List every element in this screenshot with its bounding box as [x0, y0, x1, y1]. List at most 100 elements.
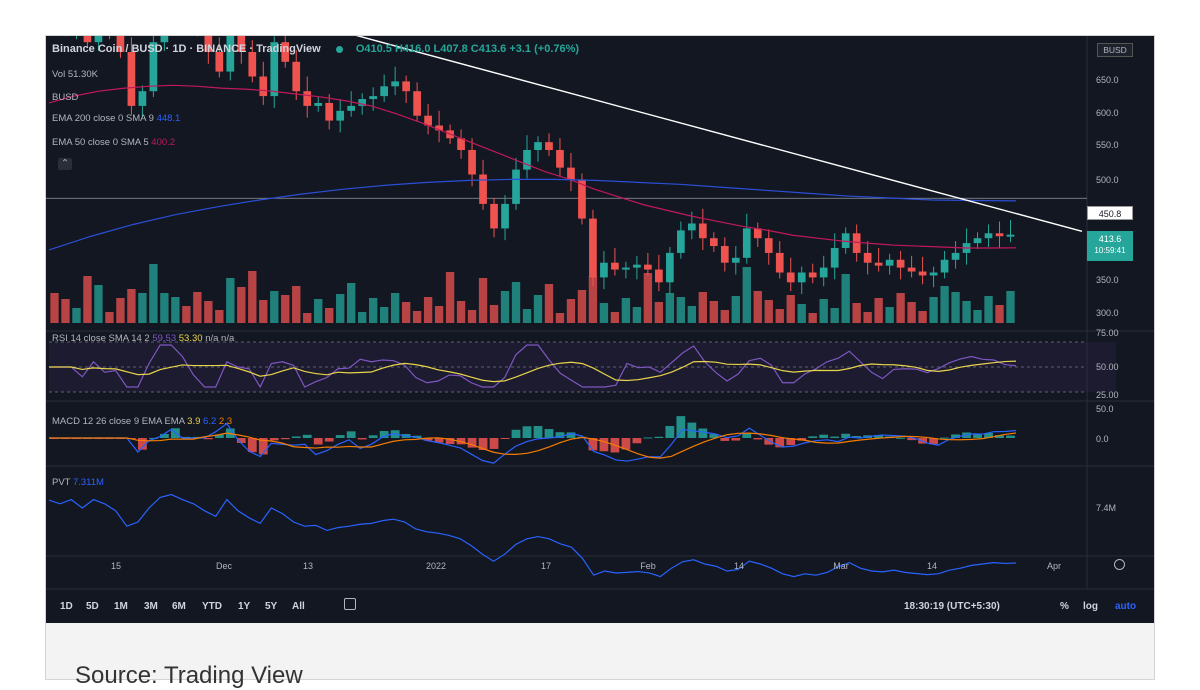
candle-body	[94, 36, 103, 43]
candle-body	[160, 36, 169, 43]
candle-body	[292, 61, 301, 92]
volume-legend[interactable]: Vol 51.30K	[52, 69, 98, 80]
volume-bar	[962, 301, 971, 323]
macd-legend[interactable]: MACD 12 26 close 9 EMA EMA 3.9 6.2 2.3	[52, 416, 233, 427]
macd-histogram-bar	[621, 438, 631, 450]
volume-bar	[852, 303, 861, 323]
volume-bar	[511, 282, 521, 323]
candle-body	[402, 81, 410, 92]
volume-bar	[863, 312, 872, 323]
symbol-title: Binance Coin / BUSD · 1D · BINANCE · Tra…	[52, 43, 321, 55]
volume-bar	[434, 306, 444, 323]
candle-body	[951, 252, 960, 260]
currency-badge[interactable]: BUSD	[1097, 43, 1133, 57]
macd-histogram-bar	[467, 438, 477, 448]
price-tick-label: 600.0	[1096, 108, 1119, 118]
macd-histogram-bar	[313, 438, 323, 445]
macd-histogram-bar	[379, 431, 389, 438]
macd-histogram-bar	[445, 438, 455, 445]
range-3m-button[interactable]: 3M	[144, 601, 158, 612]
pvt-legend[interactable]: PVT 7.311M	[52, 477, 104, 488]
rsi-tick-label: 25.00	[1096, 390, 1119, 400]
candle-body	[655, 269, 663, 283]
volume-bar	[171, 297, 180, 323]
time-tick-label: Apr	[1047, 561, 1061, 571]
range-all-button[interactable]: All	[292, 601, 305, 612]
macd-histogram-bar	[346, 431, 356, 438]
candle-body	[852, 233, 861, 253]
candle-body	[138, 91, 147, 106]
volume-bar	[632, 307, 642, 323]
ema200-line	[48, 178, 1017, 251]
price-tick-label: 550.0	[1096, 140, 1119, 150]
macd-histogram-bar	[951, 434, 960, 438]
macd-histogram-bar	[742, 432, 752, 438]
percent-toggle[interactable]: %	[1060, 601, 1069, 612]
volume-bar	[995, 305, 1004, 323]
macd-histogram-bar	[907, 438, 917, 441]
volume-bar	[412, 311, 422, 323]
candle-body	[896, 259, 905, 268]
macd-histogram-bar	[357, 438, 367, 440]
range-1d-button[interactable]: 1D	[60, 601, 73, 612]
range-5d-button[interactable]: 5D	[86, 601, 99, 612]
macd-histogram-bar	[775, 438, 785, 448]
candle-body	[116, 36, 125, 52]
collapse-legend-button[interactable]: ⌃	[58, 158, 72, 170]
tradingview-chart[interactable]: 650.0 600.0 550.0 500.0 350.0 300.0 75.00 50.00…	[46, 36, 1154, 623]
log-toggle[interactable]: log	[1083, 601, 1098, 612]
volume-bar	[116, 298, 125, 323]
macd-histogram-bar	[984, 432, 993, 438]
candle-body	[215, 52, 224, 72]
macd-histogram-bar	[588, 438, 598, 451]
candle-body	[885, 259, 894, 266]
volume-bar	[665, 293, 675, 323]
macd-histogram-bar	[797, 438, 807, 441]
volume-bar	[368, 298, 378, 323]
volume-bar	[248, 271, 257, 323]
market-status-dot	[335, 45, 343, 53]
candle-body	[611, 262, 619, 270]
macd-histogram-bar	[973, 433, 982, 438]
candle-body	[742, 228, 751, 258]
volume-bar	[610, 312, 620, 323]
candle-body	[490, 203, 498, 229]
candle-body	[468, 150, 476, 175]
candle-body	[589, 218, 597, 278]
range-1m-button[interactable]: 1M	[114, 601, 128, 612]
price-tick-label: 500.0	[1096, 175, 1119, 185]
calendar-icon[interactable]	[344, 598, 356, 610]
timezone-clock[interactable]: 18:30:19 (UTC+5:30)	[904, 601, 1000, 612]
rsi-tick-label: 75.00	[1096, 328, 1119, 338]
volume-bar	[467, 310, 477, 323]
volume-bar	[292, 286, 301, 323]
candle-body	[512, 169, 520, 204]
volume-bar	[72, 308, 81, 323]
range-5y-button[interactable]: 5Y	[265, 601, 278, 612]
volume-bar	[478, 278, 488, 323]
volume-bar	[456, 301, 466, 323]
volume-bar	[951, 292, 960, 323]
rsi-legend[interactable]: RSI 14 close SMA 14 2 59.53 53.30 n/a n/…	[52, 333, 235, 344]
volume-bar	[182, 306, 191, 323]
settings-gear-icon[interactable]	[1114, 559, 1125, 570]
last-price-tag: 413.6 10:59:41	[1087, 231, 1133, 261]
volume-bar	[544, 284, 554, 323]
volume-bar	[358, 312, 367, 323]
macd-histogram-bar	[269, 438, 279, 441]
ema50-legend[interactable]: EMA 50 close 0 SMA 5 400.2	[52, 137, 176, 148]
rsi-tick-label: 50.00	[1096, 362, 1119, 372]
macd-histogram-bar	[753, 438, 763, 440]
macd-histogram-bar	[632, 438, 642, 444]
range-1y-button[interactable]: 1Y	[238, 601, 251, 612]
candle-body	[303, 91, 312, 106]
macd-histogram-bar	[280, 438, 290, 440]
ema200-legend[interactable]: EMA 200 close 0 SMA 9 448.1	[52, 113, 181, 124]
auto-toggle[interactable]: auto	[1115, 601, 1137, 612]
volume-bar	[720, 310, 729, 323]
macd-line	[49, 422, 1017, 464]
range-6m-button[interactable]: 6M	[172, 601, 186, 612]
volume-bar	[566, 299, 576, 323]
candle-body	[204, 36, 213, 52]
range-ytd-button[interactable]: YTD	[202, 601, 222, 612]
